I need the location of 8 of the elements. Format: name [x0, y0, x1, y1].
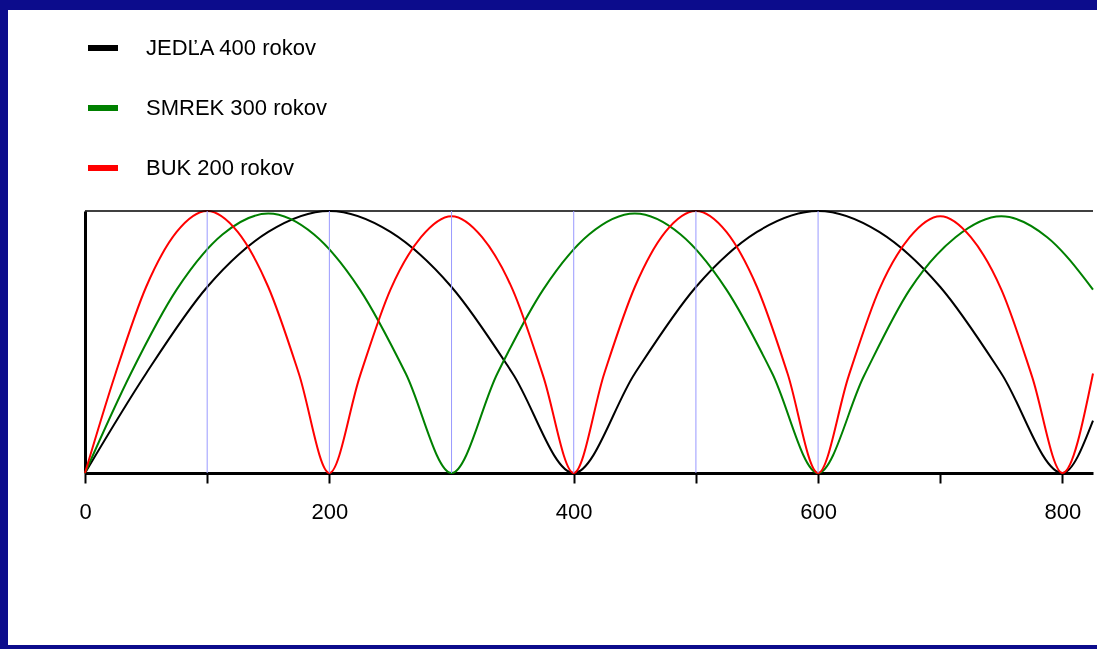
x-tick-label: 600: [800, 498, 837, 524]
x-tick-label: 800: [1044, 498, 1082, 524]
legend-label: BUK 200 rokov: [146, 155, 294, 180]
x-tick-label: 400: [555, 498, 593, 524]
x-tick-label: 200: [311, 498, 349, 524]
legend-label: SMREK 300 rokov: [146, 95, 327, 120]
x-tick-label: 0: [79, 498, 92, 524]
legend-label: JEDĽA 400 rokov: [146, 35, 316, 60]
